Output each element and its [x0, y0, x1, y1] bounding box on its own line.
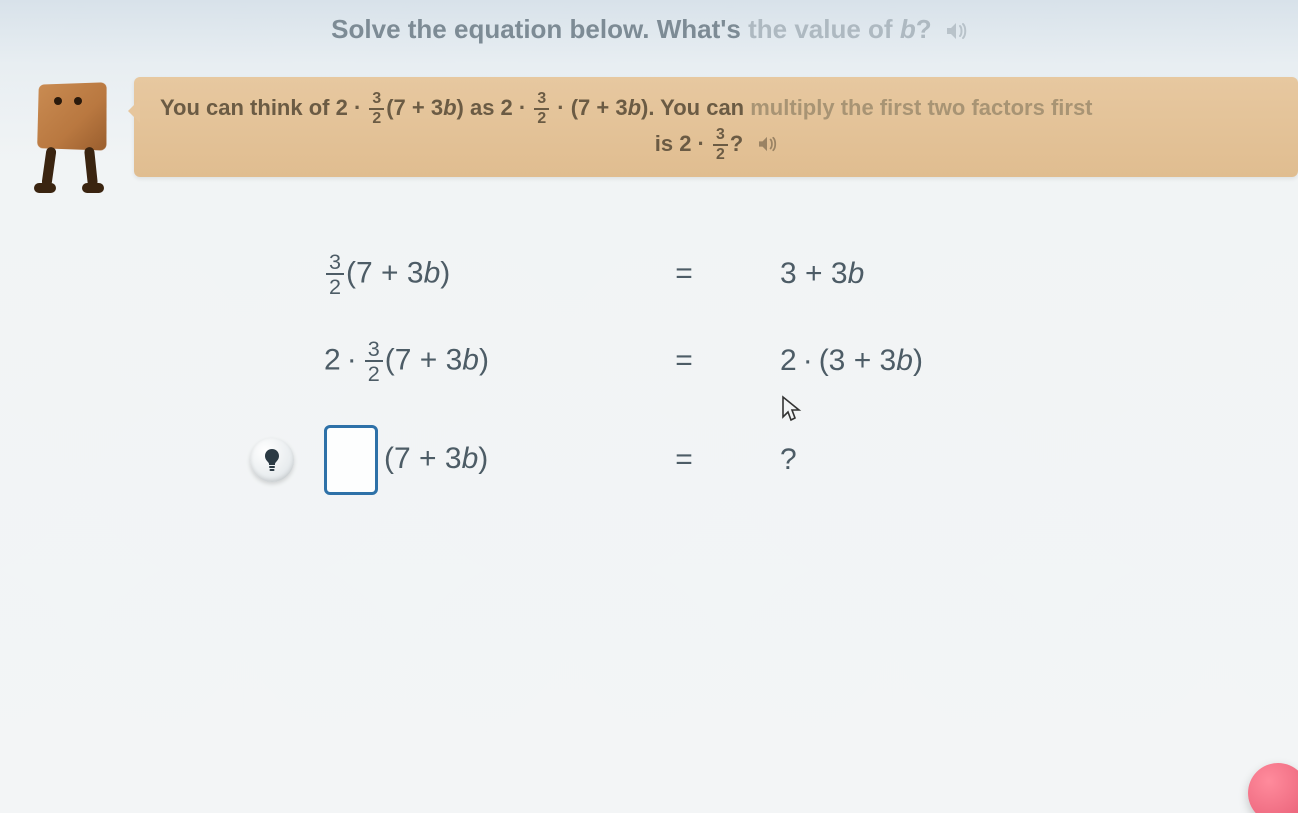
hint-row: You can think of 2 · 32(7 + 3b) as 2 · 3…: [0, 77, 1298, 197]
eq3-left: (7 + 3b): [314, 425, 634, 495]
equation-row-3: (7 + 3b) = ?: [244, 425, 1054, 495]
equals-sign: =: [634, 344, 734, 378]
question-prefix: Solve the equation below. What's: [331, 14, 748, 44]
question-bar: Solve the equation below. What's the val…: [0, 0, 1298, 69]
mascot-icon: [16, 77, 116, 197]
audio-icon[interactable]: [757, 128, 777, 162]
work-area: 32(7 + 3b) = 3 + 3b 2·32(7 + 3b) = 2·(3 …: [0, 251, 1298, 495]
eq2-right: 2·(3 + 3b): [734, 344, 1054, 378]
equation-row-2: 2·32(7 + 3b) = 2·(3 + 3b): [244, 338, 1054, 385]
eq1-left: 32(7 + 3b): [314, 251, 634, 298]
hint-line-1: You can think of 2 · 32(7 + 3b) as 2 · 3…: [160, 91, 1272, 127]
audio-icon[interactable]: [945, 16, 967, 47]
eq1-right: 3 + 3b: [734, 257, 1054, 291]
eq2-left: 2·32(7 + 3b): [314, 338, 634, 385]
corner-bubble[interactable]: [1248, 763, 1298, 813]
question-fade: the value of b?: [748, 14, 931, 44]
hint-button[interactable]: [250, 438, 294, 482]
equals-sign: =: [634, 257, 734, 291]
hint-speech-bubble: You can think of 2 · 32(7 + 3b) as 2 · 3…: [134, 77, 1298, 177]
hint-line-2: is 2 · 32?: [655, 127, 778, 163]
bulb-icon: [262, 448, 282, 472]
equals-sign: =: [634, 443, 734, 477]
answer-input[interactable]: [324, 425, 378, 495]
equation-row-1: 32(7 + 3b) = 3 + 3b: [244, 251, 1054, 298]
question-text: Solve the equation below. What's the val…: [331, 14, 939, 44]
eq3-right: ?: [734, 443, 1054, 477]
cursor-icon: [780, 395, 802, 423]
